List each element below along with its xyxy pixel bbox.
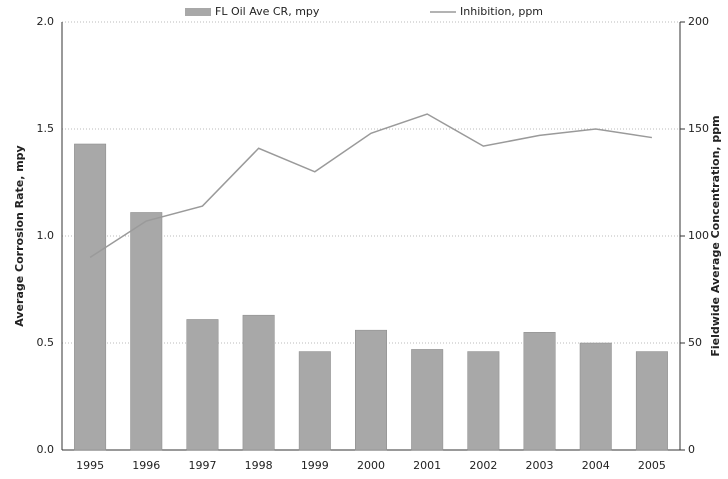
legend-swatch bbox=[185, 8, 211, 16]
x-tick-label: 1995 bbox=[76, 459, 104, 472]
y2-tick-label: 0 bbox=[688, 443, 695, 456]
bar bbox=[355, 329, 387, 451]
line bbox=[89, 113, 653, 259]
x-tick-label: 2004 bbox=[582, 459, 610, 472]
bar bbox=[523, 332, 556, 451]
legend-label: FL Oil Ave CR, mpy bbox=[215, 5, 320, 18]
y-tick-label: 0.0 bbox=[37, 443, 55, 456]
x-tick-label: 1999 bbox=[301, 459, 329, 472]
legend-label: Inhibition, ppm bbox=[460, 5, 543, 18]
bar bbox=[467, 351, 500, 451]
x-tick-label: 2003 bbox=[526, 459, 554, 472]
bar bbox=[242, 314, 275, 451]
x-tick-label: 1997 bbox=[188, 459, 216, 472]
y2-axis-title: Fieldwide Average Concentration, ppm bbox=[709, 115, 722, 356]
bar bbox=[74, 143, 107, 451]
x-tick-label: 2005 bbox=[638, 459, 666, 472]
y2-tick-label: 50 bbox=[688, 336, 702, 349]
y2-tick-label: 100 bbox=[688, 229, 709, 242]
y-tick-label: 1.0 bbox=[37, 229, 55, 242]
bar bbox=[186, 319, 219, 451]
bar bbox=[130, 212, 163, 451]
y-axis-title: Average Corrosion Rate, mpy bbox=[13, 145, 26, 326]
x-tick-label: 1998 bbox=[245, 459, 273, 472]
bar bbox=[411, 349, 444, 451]
y2-tick-label: 150 bbox=[688, 122, 709, 135]
bar bbox=[579, 342, 612, 451]
y-tick-label: 2.0 bbox=[37, 15, 55, 28]
x-tick-label: 2001 bbox=[413, 459, 441, 472]
y-tick-label: 0.5 bbox=[37, 336, 55, 349]
y-tick-label: 1.5 bbox=[37, 122, 55, 135]
x-tick-label: 2000 bbox=[357, 459, 385, 472]
y2-tick-label: 200 bbox=[688, 15, 709, 28]
bar bbox=[635, 351, 668, 451]
bar bbox=[298, 351, 331, 451]
x-tick-label: 2002 bbox=[469, 459, 497, 472]
x-tick-label: 1996 bbox=[132, 459, 160, 472]
